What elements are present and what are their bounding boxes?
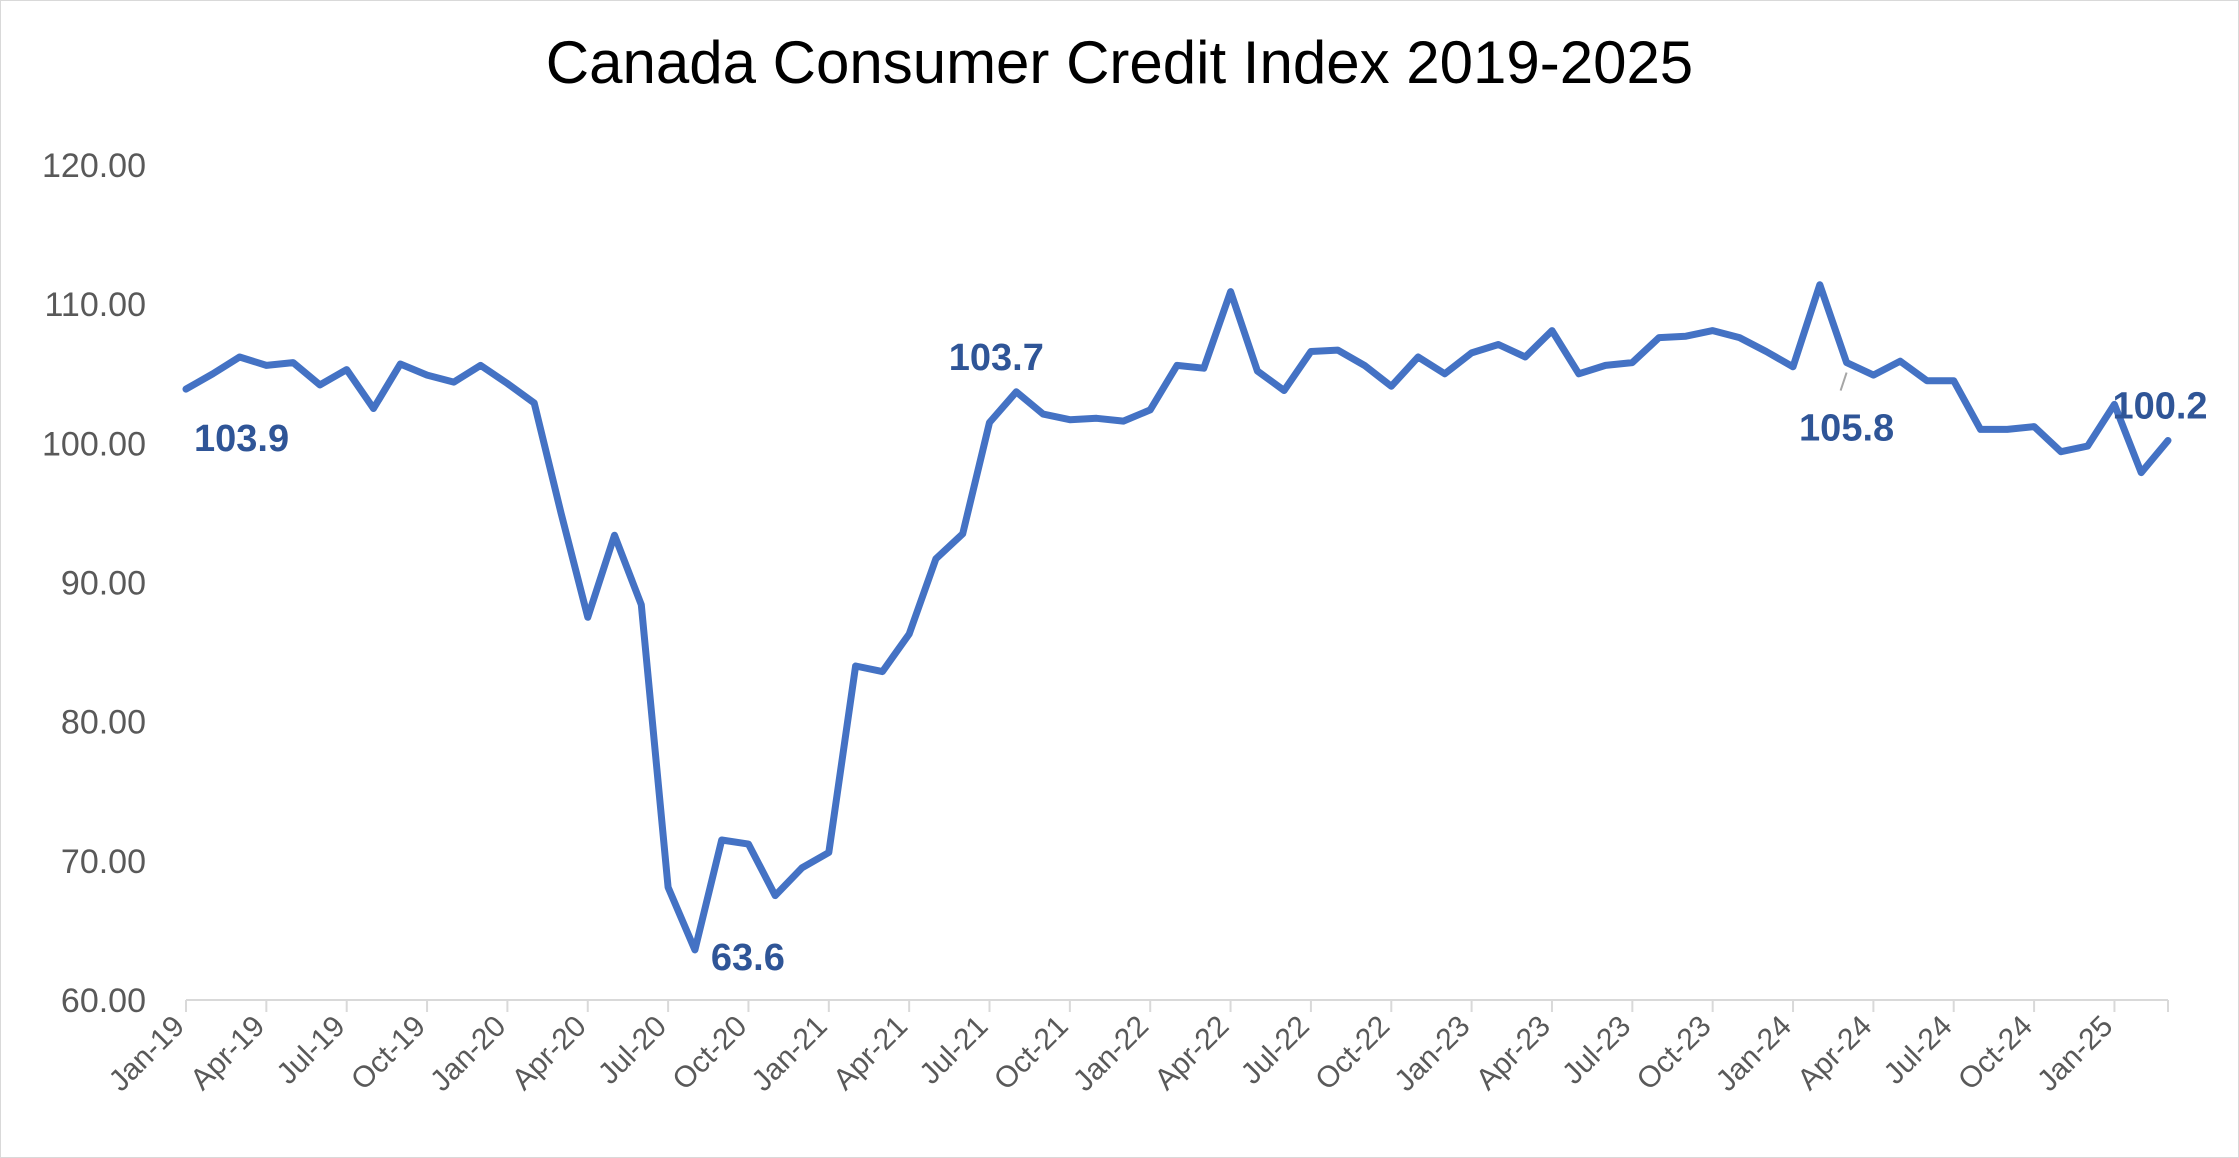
x-tick-label: Oct-19 — [345, 1010, 432, 1097]
x-tick-label: Apr-19 — [184, 1010, 271, 1097]
x-tick-label: Apr-22 — [1149, 1010, 1236, 1097]
x-tick-label: Jan-22 — [1067, 1010, 1155, 1098]
y-tick-label: 80.00 — [61, 704, 146, 742]
x-tick-label: Jul-23 — [1556, 1010, 1637, 1091]
x-tick-label: Apr-21 — [827, 1010, 914, 1097]
x-tick-label: Oct-23 — [1631, 1010, 1718, 1097]
data-label-leader — [1839, 372, 1848, 391]
x-tick-label: Jan-20 — [424, 1010, 512, 1098]
x-tick-label: Oct-24 — [1952, 1010, 2039, 1097]
x-tick-label: Jul-22 — [1235, 1010, 1316, 1091]
data-label: 103.7 — [949, 337, 1044, 379]
x-tick-label: Jul-20 — [592, 1010, 673, 1091]
y-tick-label: 90.00 — [61, 565, 146, 603]
data-label: 105.8 — [1799, 408, 1894, 450]
x-tick-label: Jan-21 — [746, 1010, 834, 1098]
x-tick-label: Jan-24 — [1710, 1010, 1798, 1098]
series-line — [182, 281, 2172, 954]
data-label: 100.2 — [2112, 386, 2207, 428]
y-tick-label: 60.00 — [61, 982, 146, 1020]
x-tick-label: Jan-23 — [1388, 1010, 1476, 1098]
y-tick-label: 70.00 — [61, 843, 146, 881]
x-tick-label: Apr-24 — [1791, 1010, 1878, 1097]
x-tick-label: Jul-21 — [913, 1010, 994, 1091]
chart-title: Canada Consumer Credit Index 2019-2025 — [545, 29, 1694, 96]
y-tick-label: 120.00 — [42, 147, 146, 185]
y-tick-label: 110.00 — [45, 286, 146, 324]
x-tick-label: Oct-21 — [988, 1010, 1075, 1097]
x-tick-label: Jan-19 — [103, 1010, 191, 1098]
x-tick-label: Jan-25 — [2031, 1010, 2119, 1098]
data-label: 103.9 — [194, 418, 289, 460]
x-tick-label: Jul-24 — [1878, 1010, 1959, 1091]
x-tick-label: Apr-23 — [1470, 1010, 1557, 1097]
y-tick-label: 100.00 — [42, 425, 146, 463]
x-tick-label: Jul-19 — [271, 1010, 352, 1091]
x-tick-label: Oct-20 — [666, 1010, 753, 1097]
data-label: 63.6 — [711, 937, 785, 979]
x-tick-label: Apr-20 — [506, 1010, 593, 1097]
x-tick-label: Oct-22 — [1309, 1010, 1396, 1097]
